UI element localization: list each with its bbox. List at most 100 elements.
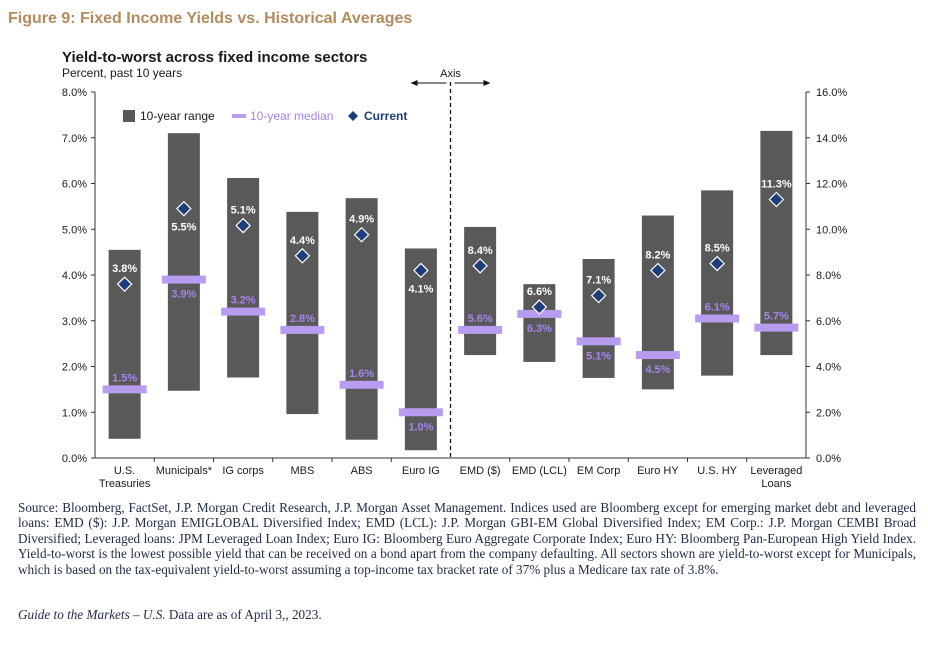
left-tick-label: 7.0% bbox=[62, 133, 87, 145]
category-label: U.S. HY bbox=[697, 465, 737, 477]
current-value-label: 3.8% bbox=[112, 263, 137, 275]
range-bar bbox=[582, 258, 615, 378]
median-marker bbox=[280, 325, 325, 334]
median-marker bbox=[754, 323, 799, 332]
median-marker bbox=[102, 385, 147, 394]
current-value-label: 5.5% bbox=[171, 222, 196, 234]
category-label: Euro HY bbox=[637, 465, 679, 477]
left-tick-label: 0.0% bbox=[62, 453, 87, 465]
chart-title: Yield-to-worst across fixed income secto… bbox=[62, 49, 367, 66]
current-value-label: 4.4% bbox=[290, 235, 315, 247]
yield-chart: Yield-to-worst across fixed income secto… bbox=[62, 49, 847, 490]
category-label: U.S. bbox=[114, 465, 135, 477]
current-marker bbox=[353, 226, 370, 243]
range-bar bbox=[760, 130, 793, 356]
current-marker bbox=[413, 262, 429, 279]
range-bar bbox=[404, 248, 437, 451]
median-value-label: 5.1% bbox=[586, 350, 611, 362]
current-value-label: 8.5% bbox=[705, 243, 730, 255]
median-value-label: 1.0% bbox=[408, 421, 433, 433]
guide-title: Guide to the Markets – U.S. bbox=[18, 607, 166, 622]
current-value-label: 5.1% bbox=[231, 205, 256, 217]
left-tick-label: 6.0% bbox=[62, 179, 87, 191]
current-value-label: 4.1% bbox=[408, 283, 433, 295]
right-tick-label: 10.0% bbox=[816, 224, 847, 236]
median-marker bbox=[221, 307, 266, 316]
right-tick-label: 16.0% bbox=[816, 87, 847, 99]
median-value-label: 3.2% bbox=[231, 295, 256, 307]
category-label: Leveraged bbox=[750, 465, 802, 477]
legend-median-label: 10-year median bbox=[250, 109, 333, 123]
category-label: EMD (LCL) bbox=[512, 465, 567, 477]
left-tick-label: 5.0% bbox=[62, 224, 87, 236]
range-bar bbox=[286, 211, 319, 415]
median-marker bbox=[635, 351, 680, 360]
left-tick-label: 2.0% bbox=[62, 362, 87, 374]
current-marker bbox=[650, 262, 666, 279]
category-label: Municipals* bbox=[156, 465, 213, 477]
current-marker bbox=[116, 276, 133, 292]
median-value-label: 2.8% bbox=[290, 313, 315, 325]
median-marker bbox=[339, 380, 384, 389]
guide-date: Data are as of April 3,, 2023. bbox=[165, 607, 322, 622]
category-label: IG corps bbox=[222, 465, 264, 477]
legend-range-label: 10-year range bbox=[140, 109, 215, 123]
median-value-label: 5.7% bbox=[764, 311, 789, 323]
axis-divider-label: Axis bbox=[440, 68, 461, 80]
legend-current-label: Current bbox=[364, 109, 407, 123]
current-value-label: 8.4% bbox=[468, 245, 493, 257]
left-tick-label: 8.0% bbox=[62, 87, 87, 99]
category-label: EMD ($) bbox=[460, 465, 501, 477]
right-tick-label: 2.0% bbox=[816, 407, 841, 419]
median-marker bbox=[458, 325, 503, 334]
category-label: MBS bbox=[290, 465, 314, 477]
axis-arrow-left-head bbox=[410, 80, 418, 86]
current-marker bbox=[472, 258, 488, 274]
current-value-label: 8.2% bbox=[645, 249, 670, 261]
legend-median-swatch bbox=[232, 114, 246, 118]
median-value-label: 1.6% bbox=[349, 368, 374, 380]
right-tick-label: 6.0% bbox=[816, 316, 841, 328]
median-value-label: 5.6% bbox=[468, 313, 493, 325]
chart-subtitle: Percent, past 10 years bbox=[62, 66, 182, 80]
median-value-label: 6.3% bbox=[527, 323, 552, 335]
figure-title: Figure 9: Fixed Income Yields vs. Histor… bbox=[8, 10, 413, 27]
current-value-label: 7.1% bbox=[586, 275, 611, 287]
range-bar bbox=[227, 178, 260, 378]
current-marker bbox=[176, 200, 192, 217]
range-bar bbox=[167, 133, 200, 391]
legend-range-swatch bbox=[123, 110, 135, 122]
category-label: EM Corp bbox=[577, 465, 620, 477]
current-marker bbox=[768, 191, 785, 208]
range-bar bbox=[523, 284, 556, 362]
category-label: ABS bbox=[351, 465, 373, 477]
right-tick-label: 14.0% bbox=[816, 133, 847, 145]
guide-note: Guide to the Markets – U.S. Data are as … bbox=[18, 607, 322, 623]
legend-current-swatch bbox=[348, 111, 358, 121]
current-value-label: 11.3% bbox=[761, 179, 792, 191]
median-marker bbox=[695, 314, 740, 323]
source-note: Source: Bloomberg, FactSet, J.P. Morgan … bbox=[18, 500, 916, 577]
median-marker bbox=[576, 337, 621, 346]
right-tick-label: 12.0% bbox=[816, 179, 847, 191]
left-tick-label: 1.0% bbox=[62, 407, 87, 419]
current-value-label: 6.6% bbox=[527, 286, 552, 298]
median-value-label: 3.9% bbox=[171, 289, 196, 301]
range-bar bbox=[641, 215, 674, 390]
current-marker bbox=[590, 287, 607, 304]
range-bar bbox=[701, 190, 734, 376]
median-marker bbox=[161, 275, 206, 284]
category-label: Loans bbox=[761, 478, 791, 490]
median-marker bbox=[398, 408, 443, 417]
current-value-label: 4.9% bbox=[349, 214, 374, 226]
category-label: Treasuries bbox=[99, 478, 151, 490]
right-tick-label: 0.0% bbox=[816, 453, 841, 465]
median-value-label: 4.5% bbox=[645, 364, 670, 376]
current-marker bbox=[709, 255, 725, 272]
left-tick-label: 4.0% bbox=[62, 270, 87, 282]
category-label: Euro IG bbox=[402, 465, 440, 477]
median-value-label: 1.5% bbox=[112, 372, 137, 384]
right-tick-label: 8.0% bbox=[816, 270, 841, 282]
current-marker bbox=[235, 217, 251, 234]
current-marker bbox=[531, 299, 548, 315]
